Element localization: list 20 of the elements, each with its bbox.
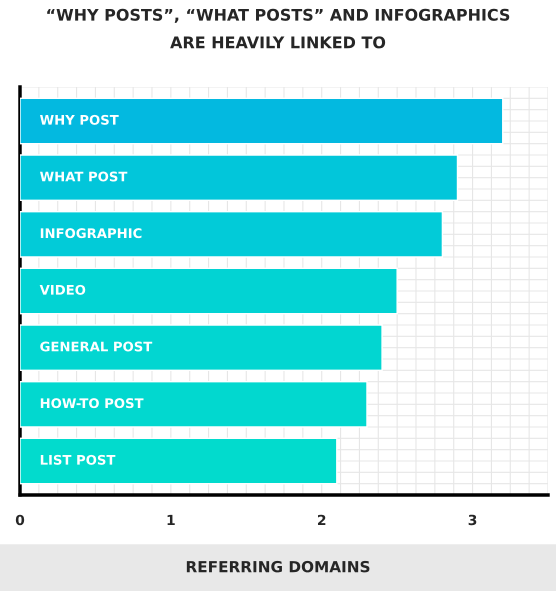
x-tick-label: 1 (168, 514, 175, 525)
bar (20, 210, 444, 258)
y-tick-label: HOW-TO POST (40, 398, 144, 408)
x-tick-label: 2 (318, 514, 326, 525)
x-tick-label: 0 (16, 514, 24, 526)
y-tick-label: WHAT POST (40, 172, 128, 182)
y-tick-label: INFOGRAPHIC (40, 228, 142, 238)
bar (20, 438, 338, 484)
y-tick-label: WHY POST (40, 114, 119, 125)
bar (20, 98, 504, 144)
y-tick-label: GENERAL POST (40, 342, 152, 352)
bar (20, 154, 458, 202)
bar (20, 324, 383, 372)
y-tick-label: VIDEO (40, 284, 86, 295)
x-axis-title: REFERRING DOMAINS (186, 560, 370, 572)
chart-title: “WHY POSTS”, “WHAT POSTS” AND INFOGRAPHICS ARE HEAVILY LINKED TO (47, 8, 510, 48)
y-tick-label: LIST POST (40, 454, 116, 465)
bar (20, 268, 398, 314)
x-tick-label: 3 (468, 514, 476, 526)
bar (20, 380, 368, 428)
